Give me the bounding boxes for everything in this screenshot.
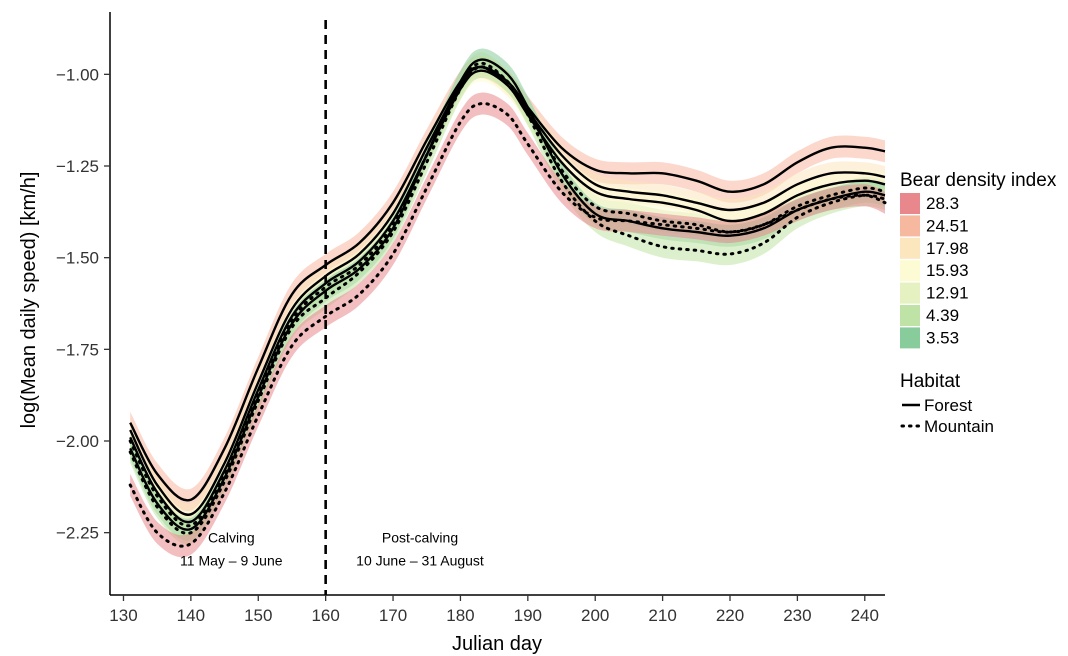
x-tick-label: 210 — [648, 606, 676, 625]
x-tick-label: 180 — [446, 606, 474, 625]
legend-habitat-label: Forest — [924, 396, 972, 415]
y-tick-label: −1.50 — [56, 249, 99, 268]
y-tick-label: −2.00 — [56, 432, 99, 451]
y-axis-title: log(Mean daily speed) [km/h] — [18, 172, 40, 429]
y-tick-label: −1.00 — [56, 65, 99, 84]
line-24.51-forest — [129, 65, 886, 502]
legend-habitat-label: Mountain — [924, 417, 994, 436]
annotation-range: 11 May – 9 June — [180, 553, 283, 569]
x-tick-label: 160 — [311, 606, 339, 625]
x-tick-label: 150 — [244, 606, 272, 625]
annotation-title: Post-calving — [382, 530, 458, 546]
legend-habitat-title: Habitat — [900, 371, 961, 392]
x-tick-label: 200 — [581, 606, 609, 625]
line-28.3-mountain — [128, 102, 887, 548]
x-tick-label: 230 — [783, 606, 811, 625]
band-4.39 — [130, 55, 885, 545]
legend-density-label: 15.93 — [926, 261, 969, 280]
y-tick-label: −1.25 — [56, 157, 99, 176]
band-24.51 — [130, 56, 885, 512]
axes: 130 140 150 160 170 180 190 200 210 220 230 240 −2.2… — [56, 12, 885, 625]
legend-density-label: 28.3 — [926, 194, 959, 213]
x-tick-label: 190 — [514, 606, 542, 625]
x-tick-label: 140 — [177, 606, 205, 625]
legend-swatch — [900, 237, 920, 259]
legend: Bear density index 28.3 24.51 17.98 15.93 12.… — [900, 170, 1057, 436]
legend-density-label: 4.39 — [926, 306, 959, 325]
annotations: Calving 11 May – 9 June Post-calving 10 Jun… — [180, 530, 484, 569]
legend-density-label: 17.98 — [926, 239, 969, 258]
legend-swatch — [900, 327, 920, 349]
line-4.39-mountain — [128, 65, 887, 535]
legend-swatch — [900, 260, 920, 282]
series-lines — [128, 58, 887, 548]
x-tick-label: 130 — [109, 606, 137, 625]
band-28.3 — [130, 92, 885, 558]
annotation-title: Calving — [208, 530, 255, 546]
x-tick-label: 170 — [379, 606, 407, 625]
legend-swatch — [900, 193, 920, 214]
y-tick-label: −1.75 — [56, 340, 99, 359]
legend-density-label: 3.53 — [926, 328, 959, 347]
line-3.53-forest — [129, 58, 886, 531]
confidence-bands — [130, 48, 885, 558]
y-tick-label: −2.25 — [56, 524, 99, 543]
legend-swatch — [900, 282, 920, 304]
x-tick-label: 240 — [851, 606, 879, 625]
legend-density-label: 12.91 — [926, 284, 969, 303]
x-axis-title: Julian day — [452, 633, 542, 655]
legend-swatch — [900, 305, 920, 326]
legend-density-label: 24.51 — [926, 216, 969, 235]
x-tick-label: 220 — [716, 606, 744, 625]
legend-swatch — [900, 215, 920, 237]
legend-density-title: Bear density index — [900, 170, 1057, 191]
band-15.93 — [130, 59, 885, 534]
line-15.93-forest — [129, 69, 886, 524]
annotation-range: 10 June – 31 August — [356, 553, 484, 569]
